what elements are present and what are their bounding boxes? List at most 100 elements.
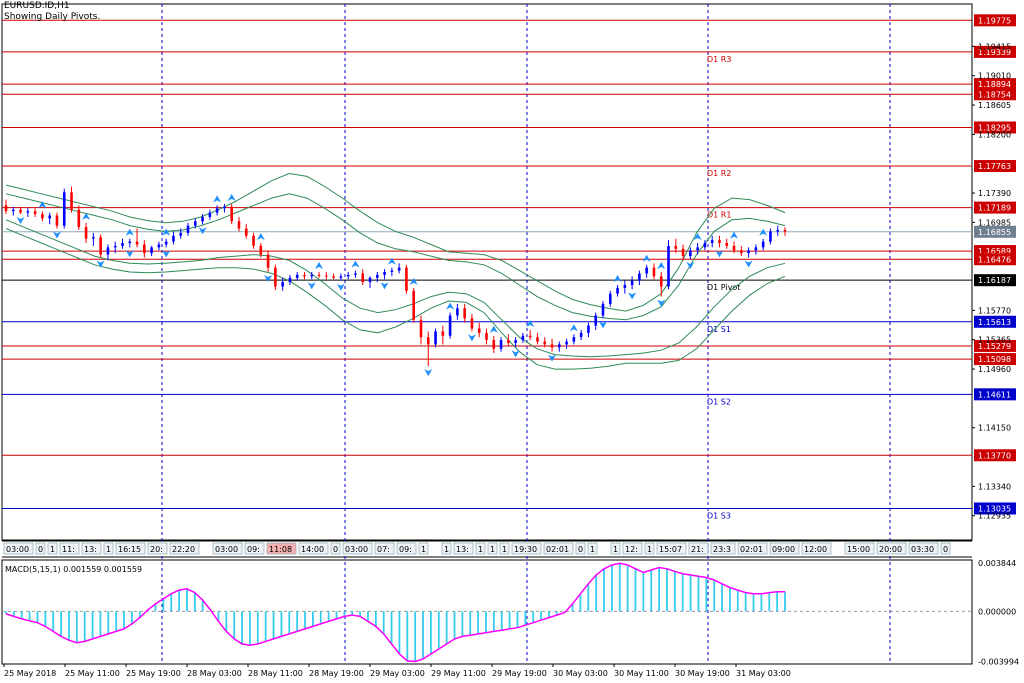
candle-body-7	[55, 215, 59, 226]
candle-body-45	[332, 276, 335, 278]
session-box-26	[587, 542, 598, 555]
session-label-26: 1	[590, 545, 595, 554]
candle-body-39	[288, 277, 292, 283]
chart-subtitle: Showing Daily Pivots.	[4, 12, 101, 22]
candle-body-69	[507, 340, 510, 343]
price-tag-text-7: 1.16855	[978, 228, 1011, 237]
session-label-29: 1	[647, 545, 652, 554]
fractal-up-1	[82, 212, 91, 220]
fractal-up-3	[162, 228, 171, 236]
session-label-16: 09:	[399, 545, 412, 554]
candle-body-53	[390, 270, 394, 272]
candle-body-19	[143, 244, 146, 254]
candle-body-58	[426, 337, 430, 345]
price-tag-text-5: 1.17763	[978, 162, 1011, 171]
y-tick-label-10: 1.13340	[978, 482, 1011, 491]
session-box-9	[212, 542, 243, 555]
candle-body-63	[463, 308, 466, 319]
session-label-33: 02:01	[740, 545, 763, 554]
session-label-8: 22:20	[172, 545, 195, 554]
session-box-10	[244, 542, 265, 555]
session-box-30	[656, 542, 687, 555]
fractal-up-2	[125, 228, 134, 236]
price-tag-7	[974, 225, 1016, 238]
band-lower-inner	[5, 219, 786, 358]
candle-body-70	[514, 340, 517, 343]
session-label-1: 0	[38, 545, 43, 554]
price-tag-text-12: 1.15279	[978, 342, 1011, 351]
candle-body-84	[616, 287, 619, 294]
candle-body-32	[237, 221, 241, 229]
session-box-31	[688, 542, 709, 555]
candle-body-1	[11, 209, 15, 212]
session-box-21	[487, 542, 498, 555]
session-box-36	[844, 542, 875, 555]
x-label-9: 30 May 03:00	[553, 669, 608, 678]
candle-body-71	[521, 335, 525, 341]
candle-body-86	[630, 280, 634, 286]
macd-y-tick-2: -0.003994	[978, 657, 1019, 666]
y-tick-label-3: 1.18200	[978, 130, 1011, 139]
session-box-8	[169, 542, 200, 555]
fractal-up-16	[642, 254, 651, 262]
candle-body-98	[718, 240, 721, 244]
price-tag-8	[974, 245, 1016, 258]
band-lower-outer	[5, 228, 786, 370]
candle-body-50	[368, 277, 372, 283]
band-upper-inner	[5, 193, 786, 321]
session-box-5	[103, 542, 114, 555]
candle-body-22	[164, 241, 168, 245]
candle-body-73	[536, 337, 539, 342]
fractal-down-3	[125, 250, 134, 258]
price-tag-text-11: 1.15613	[978, 318, 1011, 327]
candle-body-8	[62, 192, 66, 226]
candle-body-62	[456, 308, 459, 316]
candle-body-38	[281, 282, 284, 287]
session-box-15	[374, 542, 395, 555]
session-box-22	[499, 542, 510, 555]
fractal-down-2	[96, 260, 105, 268]
level-name-14: D1 S2	[707, 397, 731, 406]
candle-body-11	[84, 227, 88, 239]
session-label-6: 16:15	[118, 545, 141, 554]
session-box-29	[644, 542, 655, 555]
fractal-down-16	[657, 299, 666, 307]
session-label-31: 21:	[691, 545, 704, 554]
fractal-up-20	[759, 228, 768, 236]
session-box-17	[418, 542, 429, 555]
price-tag-text-3: 1.18754	[978, 90, 1011, 99]
level-name-6: D1 R1	[707, 211, 731, 220]
session-box-34	[769, 542, 800, 555]
fractal-up-8	[351, 260, 360, 268]
x-label-7: 29 May 11:00	[431, 669, 486, 678]
fractal-down-7	[307, 282, 316, 290]
session-label-5: 1	[106, 545, 111, 554]
price-tag-13	[974, 353, 1016, 366]
candle-body-0	[4, 205, 8, 212]
candle-body-27	[201, 216, 204, 222]
session-box-23	[511, 542, 542, 555]
price-tag-12	[974, 339, 1016, 352]
session-label-30: 15:07	[659, 545, 682, 554]
x-label-12: 31 May 03:00	[736, 669, 791, 678]
candle-body-87	[638, 273, 641, 281]
y-tick-label-1: 1.19010	[978, 72, 1011, 81]
fractal-up-17	[657, 262, 666, 269]
macd-y-tick-0: 0.003844	[978, 559, 1016, 568]
session-label-14: 03:00	[345, 545, 368, 554]
fractal-up-4	[213, 195, 222, 203]
fractal-down-19	[744, 260, 753, 268]
candle-body-29	[215, 208, 219, 213]
chart-grid	[1, 3, 973, 665]
fractal-down-11	[467, 334, 476, 342]
candle-body-107	[783, 229, 787, 232]
fractal-down-6	[264, 275, 273, 282]
candle-body-82	[601, 303, 605, 316]
session-label-39: 0	[943, 545, 948, 554]
candle-body-24	[179, 232, 183, 236]
session-label-17: 1	[421, 545, 426, 554]
candle-body-4	[33, 211, 37, 215]
macd-frame	[1, 559, 973, 665]
session-label-2: 1	[50, 545, 55, 554]
